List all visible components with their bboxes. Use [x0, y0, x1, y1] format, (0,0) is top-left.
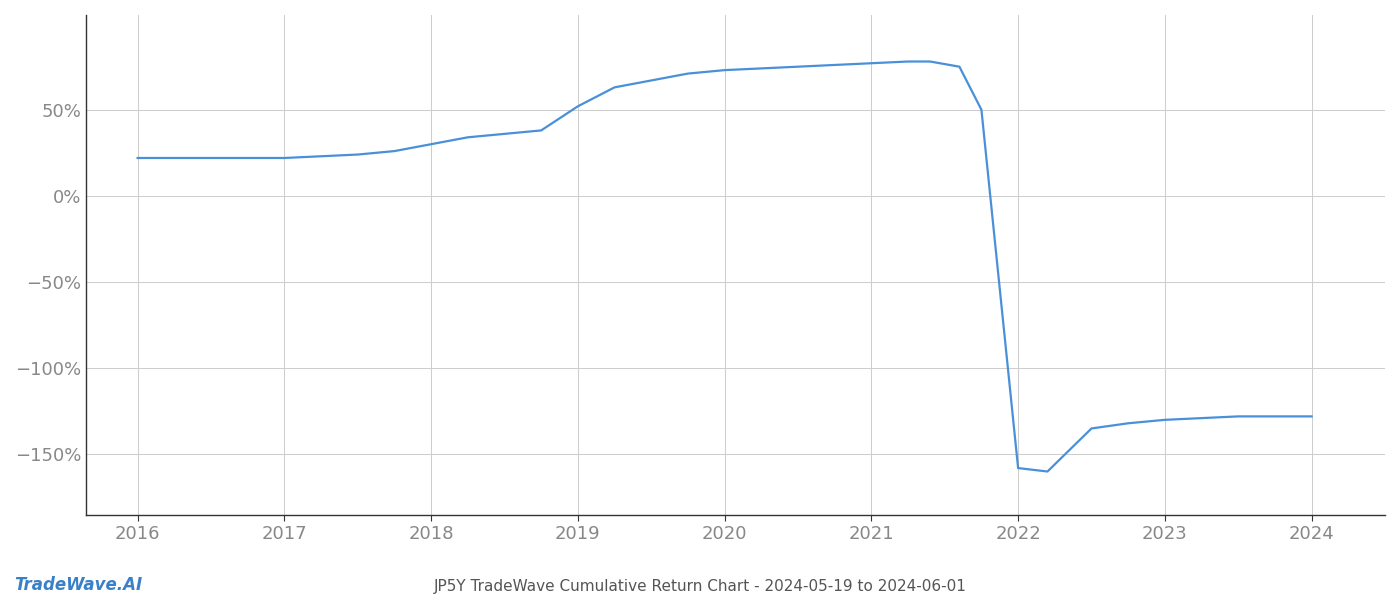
Text: TradeWave.AI: TradeWave.AI [14, 576, 143, 594]
Text: JP5Y TradeWave Cumulative Return Chart - 2024-05-19 to 2024-06-01: JP5Y TradeWave Cumulative Return Chart -… [434, 579, 966, 594]
